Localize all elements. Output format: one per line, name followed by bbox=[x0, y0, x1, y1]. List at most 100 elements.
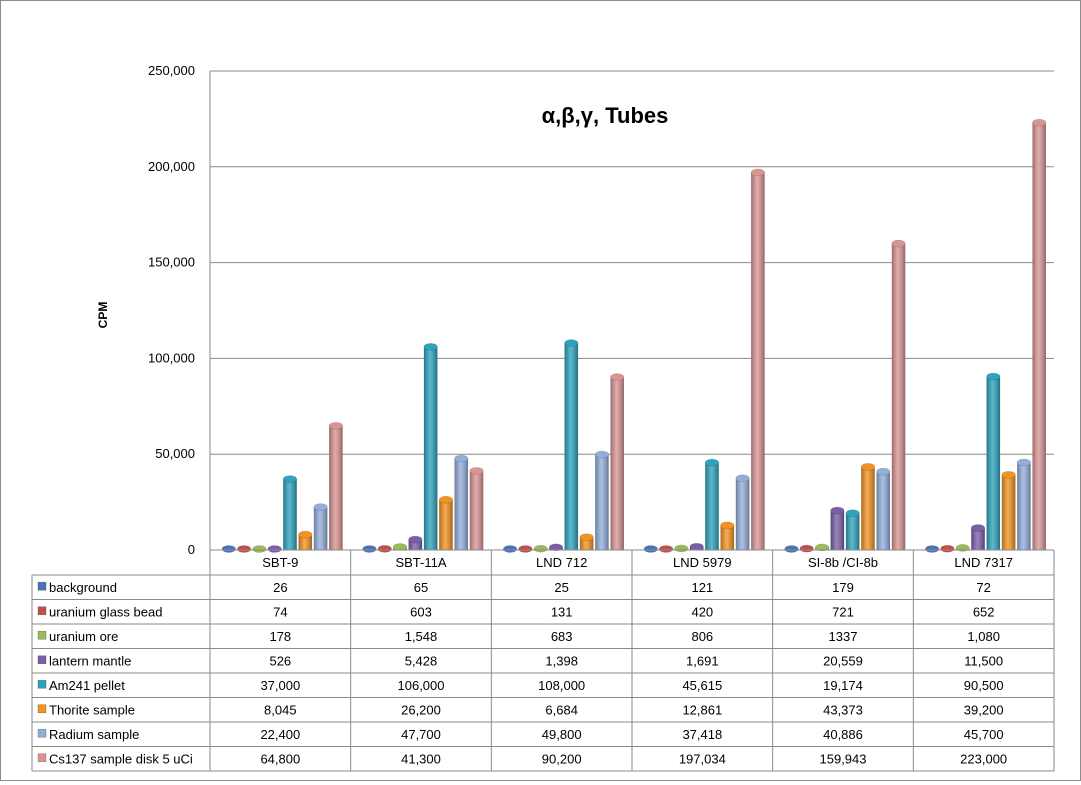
data-label: 41,300 bbox=[401, 751, 441, 766]
data-label: 159,943 bbox=[820, 751, 867, 766]
legend-label: Radium sample bbox=[49, 727, 139, 742]
bar bbox=[610, 373, 625, 550]
data-label: 26,200 bbox=[401, 702, 441, 717]
data-label: 37,418 bbox=[682, 727, 722, 742]
bar bbox=[876, 467, 891, 550]
bar-cap bbox=[548, 543, 564, 552]
category-label: SBT-9 bbox=[262, 555, 298, 570]
data-label: 39,200 bbox=[964, 702, 1004, 717]
bar-shading bbox=[876, 471, 890, 550]
bar-shading bbox=[861, 466, 875, 550]
y-tick-labels: 0 50,000 100,000 150,000 200,000 250,000 bbox=[148, 63, 195, 557]
bar-cap bbox=[503, 545, 518, 553]
bar-cap bbox=[237, 545, 252, 553]
bar bbox=[377, 545, 392, 553]
bar-cap bbox=[674, 544, 689, 553]
data-label: 40,886 bbox=[823, 727, 863, 742]
bar-cap bbox=[579, 533, 594, 541]
bar-shading bbox=[1017, 462, 1031, 550]
bar-cap bbox=[845, 509, 860, 518]
bar-shading bbox=[1001, 474, 1016, 550]
data-label: 1,080 bbox=[967, 629, 1000, 644]
bar bbox=[643, 545, 658, 553]
bar-shading bbox=[298, 534, 313, 550]
bar-cap bbox=[564, 339, 579, 347]
bar bbox=[579, 533, 594, 550]
bar-cap bbox=[876, 467, 891, 476]
bar bbox=[799, 544, 814, 553]
category-label: SBT-11A bbox=[395, 555, 446, 570]
bar bbox=[221, 545, 236, 553]
legend-swatch bbox=[37, 630, 47, 640]
data-label: 47,700 bbox=[401, 727, 441, 742]
bar-cap bbox=[704, 458, 720, 467]
bar-cap bbox=[750, 168, 765, 177]
bar bbox=[891, 239, 906, 551]
bar bbox=[298, 530, 313, 550]
data-label: 6,684 bbox=[545, 702, 578, 717]
data-label: 420 bbox=[691, 604, 713, 619]
data-label: 8,045 bbox=[264, 702, 297, 717]
legend-swatch bbox=[37, 679, 47, 689]
bar-cap bbox=[252, 545, 267, 553]
bar-cap bbox=[328, 422, 343, 430]
bar-shading bbox=[610, 377, 624, 550]
bar bbox=[454, 454, 469, 550]
bar bbox=[689, 542, 704, 551]
bar-cap bbox=[423, 343, 438, 351]
data-label: 526 bbox=[269, 653, 291, 668]
bar-cap bbox=[925, 545, 940, 553]
data-label: 179 bbox=[832, 580, 854, 595]
bar bbox=[408, 535, 423, 550]
data-label: 1,548 bbox=[405, 629, 438, 644]
data-label: 90,500 bbox=[964, 678, 1004, 693]
data-label: 108,000 bbox=[538, 678, 585, 693]
y-tick-label: 100,000 bbox=[148, 350, 195, 365]
bar-shading bbox=[579, 537, 594, 550]
bar-cap bbox=[659, 545, 674, 553]
bar-cap bbox=[221, 545, 236, 553]
bar bbox=[252, 545, 267, 553]
bar-cap bbox=[313, 503, 328, 511]
bar-shading bbox=[313, 507, 328, 550]
bar-shading bbox=[720, 525, 735, 550]
bar bbox=[1016, 458, 1031, 550]
legend-label: uranium ore bbox=[49, 629, 118, 644]
data-label: 131 bbox=[551, 604, 573, 619]
bar-cap bbox=[1016, 458, 1031, 467]
bar-cap bbox=[267, 545, 282, 553]
bar-cap bbox=[814, 543, 830, 552]
data-label: 106,000 bbox=[398, 678, 445, 693]
bar-shading bbox=[469, 470, 484, 550]
bar-cap bbox=[643, 545, 658, 553]
bar bbox=[282, 475, 298, 550]
bar-cap bbox=[594, 450, 609, 459]
bar-shading bbox=[971, 527, 985, 550]
bar-cap bbox=[970, 524, 986, 532]
bar-shading bbox=[564, 343, 579, 550]
legend-swatch bbox=[37, 704, 47, 714]
data-label: 72 bbox=[976, 580, 990, 595]
data-label: 45,615 bbox=[682, 678, 722, 693]
data-label: 11,500 bbox=[964, 653, 1003, 668]
data-label: 1,691 bbox=[686, 653, 719, 668]
category-label: LND 712 bbox=[536, 555, 587, 570]
data-label: 178 bbox=[269, 629, 291, 644]
bar-cap bbox=[298, 530, 313, 539]
bar bbox=[674, 544, 689, 553]
bar-cap bbox=[940, 544, 955, 553]
bar-cap bbox=[438, 496, 454, 504]
bar bbox=[986, 372, 1001, 550]
bar-cap bbox=[986, 372, 1001, 381]
bar bbox=[659, 545, 674, 553]
data-label: 806 bbox=[691, 629, 713, 644]
y-tick-label: 50,000 bbox=[155, 446, 195, 461]
legend-swatch bbox=[37, 753, 47, 763]
data-label: 74 bbox=[273, 604, 287, 619]
legend-swatch bbox=[37, 606, 47, 616]
data-label: 5,428 bbox=[405, 653, 438, 668]
data-label: 1337 bbox=[829, 629, 858, 644]
data-label: 20,559 bbox=[823, 653, 863, 668]
bar bbox=[267, 545, 282, 553]
